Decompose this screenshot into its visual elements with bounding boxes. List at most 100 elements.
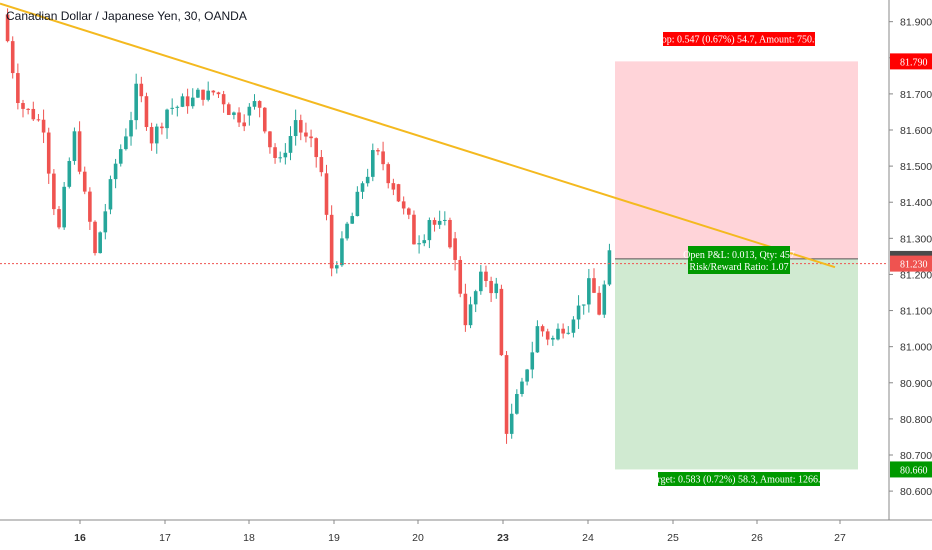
candle-down <box>82 171 87 192</box>
price-tick-label: 80.700 <box>900 450 932 462</box>
candle-down <box>57 209 61 228</box>
price-tick-label: 81.000 <box>900 342 932 354</box>
candle-down <box>561 328 565 334</box>
candle-down <box>304 132 308 137</box>
candle-down <box>484 271 488 281</box>
candle-up <box>340 238 344 266</box>
candle-down <box>46 132 51 174</box>
stop-price-tag: 81.790 <box>900 57 928 68</box>
candle-up <box>129 120 133 137</box>
candle-down <box>453 238 457 260</box>
candle-down <box>5 14 10 42</box>
candle-down <box>257 101 262 108</box>
candle-up <box>206 90 210 100</box>
price-tick-label: 81.700 <box>900 89 932 101</box>
candle-down <box>386 164 391 184</box>
candle-up <box>530 352 535 370</box>
candle-down <box>309 136 313 139</box>
candle-up <box>293 120 298 137</box>
candle-down <box>319 157 324 173</box>
time-tick-label: 23 <box>497 532 509 544</box>
candle-up <box>288 136 293 153</box>
time-tick-label: 19 <box>328 532 340 544</box>
candle-down <box>31 108 36 120</box>
candle-down <box>144 96 149 128</box>
candle-down <box>592 278 596 293</box>
candle-up <box>180 96 185 107</box>
candle-down <box>16 73 20 104</box>
candle-down <box>504 355 509 434</box>
candle-up <box>113 163 118 180</box>
candle-up <box>479 271 483 292</box>
price-axis-bg <box>889 0 932 550</box>
time-tick-label: 24 <box>582 532 594 544</box>
candle-up <box>190 97 195 107</box>
candle-up <box>515 393 519 414</box>
candle-up <box>556 328 560 340</box>
candle-down <box>376 150 380 152</box>
candle-up <box>67 160 72 187</box>
candle-up <box>134 83 138 121</box>
candle-up <box>576 305 581 320</box>
candle-down <box>412 214 416 245</box>
candle-down <box>324 173 329 215</box>
time-tick-label: 25 <box>667 532 679 544</box>
candle-up <box>520 381 524 394</box>
candle-up <box>365 176 370 184</box>
candle-down <box>273 147 277 158</box>
candle-down <box>160 126 164 129</box>
candle-down <box>36 119 41 121</box>
symbol-title: Canadian Dollar / Japanese Yen, 30, OAND… <box>6 9 247 23</box>
candle-up <box>252 101 257 107</box>
candle-down <box>10 41 15 74</box>
candle-down <box>262 107 267 132</box>
candle-up <box>283 152 288 158</box>
target-label: Target: 0.583 (0.72%) 58.3, Amount: 1266… <box>648 475 831 486</box>
candle-up <box>535 326 540 353</box>
stop-zone <box>615 61 858 259</box>
candle-up <box>602 284 607 315</box>
candle-down <box>139 83 144 97</box>
candle-down <box>597 292 601 315</box>
candle-up <box>350 216 355 224</box>
candle-down <box>489 280 493 294</box>
candle-up <box>468 304 473 326</box>
candle-up <box>371 150 375 177</box>
candle-up <box>494 283 499 294</box>
price-tick-label: 80.800 <box>900 414 932 426</box>
stop-label: Stop: 0.547 (0.67%) 54.7, Amount: 750.02 <box>653 35 824 46</box>
risk-reward-label: Risk/Reward Ratio: 1.07 <box>689 262 788 273</box>
time-tick-label: 16 <box>74 532 86 544</box>
candle-up <box>232 112 236 115</box>
candle-down <box>211 90 216 93</box>
time-tick-label: 26 <box>751 532 763 544</box>
candle-up <box>587 278 591 305</box>
candle-down <box>401 201 406 209</box>
candle-down <box>77 131 82 172</box>
candle-up <box>170 107 174 109</box>
target-label-bg <box>658 472 820 486</box>
candle-up <box>566 332 571 334</box>
candle-down <box>540 326 545 332</box>
stop-price-tag-bg <box>890 53 932 70</box>
candle-down <box>448 219 452 248</box>
candle-up <box>108 179 113 210</box>
candle-down <box>545 331 550 340</box>
candle-up <box>98 232 102 254</box>
candle-down <box>499 288 504 356</box>
target-zone <box>615 258 858 470</box>
candle-down <box>329 214 334 269</box>
stop-label-bg <box>663 32 815 46</box>
pnl-label: Open P&L: 0.013, Qty: 457 <box>683 250 795 261</box>
candle-up <box>103 211 108 233</box>
candle-down <box>226 104 231 115</box>
price-tick-label: 81.400 <box>900 197 932 209</box>
candle-up <box>443 219 447 221</box>
candle-down <box>463 293 468 326</box>
candle-up <box>571 319 576 333</box>
price-tick-label: 80.900 <box>900 378 932 390</box>
candle-up <box>437 220 442 225</box>
candle-down <box>41 119 46 133</box>
